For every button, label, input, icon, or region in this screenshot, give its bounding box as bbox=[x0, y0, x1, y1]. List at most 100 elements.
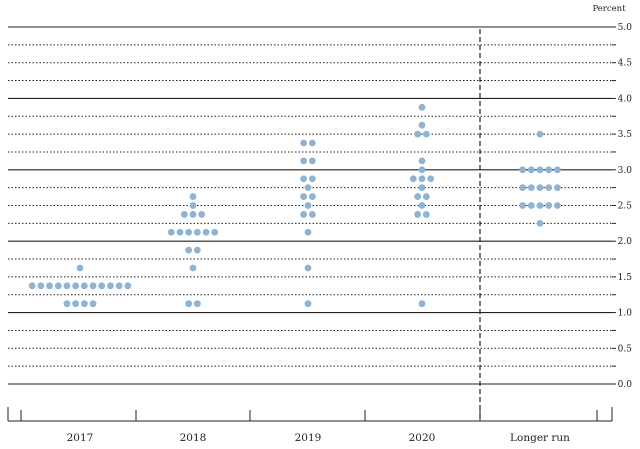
projection-dot bbox=[189, 211, 197, 218]
projection-dot bbox=[418, 157, 426, 165]
projection-dot bbox=[414, 130, 422, 138]
x-category-label: 2020 bbox=[409, 432, 436, 444]
projection-dot bbox=[418, 175, 426, 183]
y-tick-label: 3.0 bbox=[618, 166, 633, 176]
projection-dot bbox=[545, 202, 553, 209]
projection-dot bbox=[63, 282, 71, 290]
y-tick-label: 3.5 bbox=[618, 130, 633, 140]
projection-dot bbox=[304, 264, 312, 272]
projection-dot bbox=[536, 130, 544, 138]
projection-dot bbox=[185, 228, 193, 236]
projection-dot bbox=[422, 130, 430, 138]
projection-dot bbox=[37, 282, 45, 290]
projection-dot bbox=[308, 193, 316, 200]
projection-dot bbox=[527, 166, 535, 174]
projection-dot bbox=[519, 166, 526, 174]
projection-dot bbox=[98, 282, 106, 290]
projection-dot bbox=[545, 184, 553, 192]
projection-dot bbox=[185, 246, 193, 254]
x-category-label: 2018 bbox=[180, 432, 207, 444]
projection-dot bbox=[308, 157, 316, 165]
projection-dot bbox=[54, 282, 62, 290]
projection-dot bbox=[527, 202, 535, 209]
x-category-label: Longer run bbox=[510, 432, 570, 444]
projection-dot bbox=[414, 211, 422, 218]
projection-dot bbox=[418, 202, 426, 209]
projection-dot bbox=[554, 202, 561, 209]
projection-dot bbox=[519, 184, 526, 192]
projection-dot bbox=[536, 184, 544, 192]
projection-dot bbox=[308, 211, 316, 218]
projection-dot bbox=[193, 228, 201, 236]
projection-dot bbox=[193, 246, 201, 254]
projection-dot bbox=[422, 193, 430, 200]
projection-dot bbox=[189, 193, 197, 200]
projection-dot bbox=[63, 300, 71, 308]
projection-dot bbox=[308, 175, 316, 183]
projection-dot bbox=[189, 264, 197, 272]
y-tick-label: 1.0 bbox=[618, 309, 633, 319]
y-tick-label: 2.5 bbox=[618, 202, 633, 212]
projection-dot bbox=[409, 175, 417, 183]
projection-dot bbox=[176, 228, 184, 236]
x-category-label: 2019 bbox=[295, 432, 322, 444]
projection-dot bbox=[304, 202, 312, 209]
y-tick-label: 1.5 bbox=[618, 273, 633, 283]
projection-dot bbox=[418, 166, 426, 174]
projection-dot bbox=[554, 166, 561, 174]
projection-dot bbox=[536, 166, 544, 174]
projection-dot bbox=[46, 282, 53, 290]
projection-dot bbox=[300, 139, 308, 147]
projection-dot bbox=[115, 282, 123, 290]
projection-dot bbox=[89, 282, 97, 290]
projection-dot bbox=[308, 139, 316, 147]
projection-dot bbox=[76, 264, 84, 272]
projection-dot bbox=[304, 184, 312, 192]
projection-dot bbox=[89, 300, 97, 308]
projection-dot bbox=[72, 282, 80, 290]
projection-dot bbox=[124, 282, 132, 290]
projection-dot bbox=[80, 282, 88, 290]
projection-dot bbox=[554, 184, 561, 192]
projection-dot bbox=[202, 228, 210, 236]
projection-dot bbox=[418, 300, 426, 308]
y-tick-label: 2.0 bbox=[618, 237, 633, 247]
projection-dot bbox=[300, 193, 308, 200]
axis-labels: Percent 0.0 0.5 1.0 1.5 2.0 2.5 3.0 3.5 4.0 4.5 5.… bbox=[67, 4, 633, 444]
projection-dot bbox=[107, 282, 114, 290]
data-points bbox=[28, 103, 561, 308]
projection-dot bbox=[519, 202, 526, 209]
projection-dot bbox=[193, 300, 201, 308]
projection-dot bbox=[300, 157, 308, 165]
x-category-label: 2017 bbox=[67, 432, 94, 444]
axes bbox=[7, 26, 616, 422]
projection-dot bbox=[300, 211, 308, 218]
projection-dot bbox=[418, 184, 426, 192]
projection-dot bbox=[304, 300, 312, 308]
y-tick-label: 4.5 bbox=[618, 59, 633, 69]
y-tick-label: 5.0 bbox=[618, 23, 633, 33]
projection-dot bbox=[167, 228, 175, 236]
projection-dot bbox=[418, 121, 426, 129]
unit-label: Percent bbox=[592, 4, 626, 14]
projection-dot bbox=[198, 211, 206, 218]
projection-dot bbox=[418, 103, 426, 111]
projection-dot bbox=[189, 202, 197, 209]
projection-dot bbox=[536, 219, 544, 227]
projection-dot bbox=[527, 184, 535, 192]
y-tick-label: 0.0 bbox=[618, 380, 633, 390]
projection-dot bbox=[300, 175, 308, 183]
y-tick-label: 0.5 bbox=[618, 344, 633, 354]
projection-dot bbox=[304, 228, 312, 236]
projection-dot bbox=[422, 211, 430, 218]
projection-dot bbox=[427, 175, 435, 183]
projection-dot bbox=[185, 300, 193, 308]
projection-dot bbox=[211, 228, 219, 236]
projection-dot bbox=[414, 193, 422, 200]
projection-dot bbox=[80, 300, 88, 308]
projection-dot bbox=[545, 166, 553, 174]
y-tick-label: 4.0 bbox=[618, 94, 633, 104]
projection-dot bbox=[72, 300, 80, 308]
